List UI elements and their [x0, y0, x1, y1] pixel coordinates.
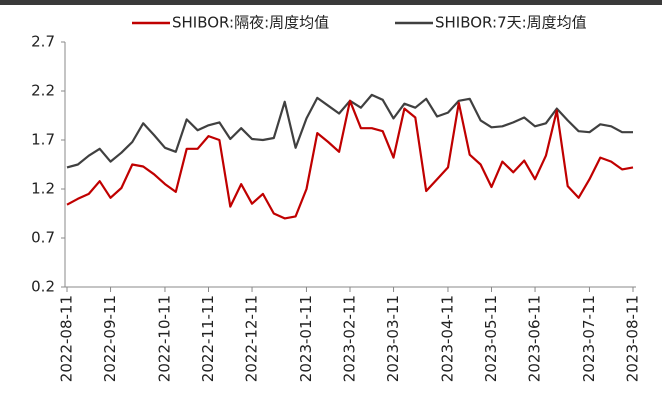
- x-tick-label: 2022-09-11: [101, 295, 119, 382]
- x-tick-label: 2023-04-11: [438, 295, 456, 382]
- legend-label: SHIBOR:7天:周度均值: [435, 14, 587, 32]
- x-tick-label: 2023-05-11: [482, 295, 500, 382]
- y-tick-label: 2.7: [31, 33, 55, 51]
- legend-label: SHIBOR:隔夜:周度均值: [172, 14, 329, 32]
- x-tick-label: 2022-11-11: [199, 295, 217, 382]
- x-tick-label: 2022-10-11: [155, 295, 173, 382]
- x-tick-label: 2023-08-11: [624, 295, 642, 382]
- y-tick-label: 0.2: [31, 278, 55, 296]
- x-tick-label: 2022-12-11: [243, 295, 261, 382]
- y-tick-label: 1.7: [31, 131, 55, 149]
- x-tick-label: 2023-06-11: [526, 295, 544, 382]
- series-line: [66, 99, 634, 220]
- y-tick-label: 2.2: [31, 82, 55, 100]
- x-tick-label: 2023-02-11: [341, 295, 359, 382]
- y-tick-label: 1.2: [31, 180, 55, 198]
- x-tick-label: 2023-01-11: [297, 295, 315, 382]
- x-tick-label: 2023-03-11: [384, 295, 402, 382]
- x-tick-label: 2023-07-11: [580, 295, 598, 382]
- top-bar: [0, 0, 662, 5]
- x-tick-label: 2022-08-11: [58, 295, 76, 382]
- y-tick-label: 0.7: [31, 229, 55, 247]
